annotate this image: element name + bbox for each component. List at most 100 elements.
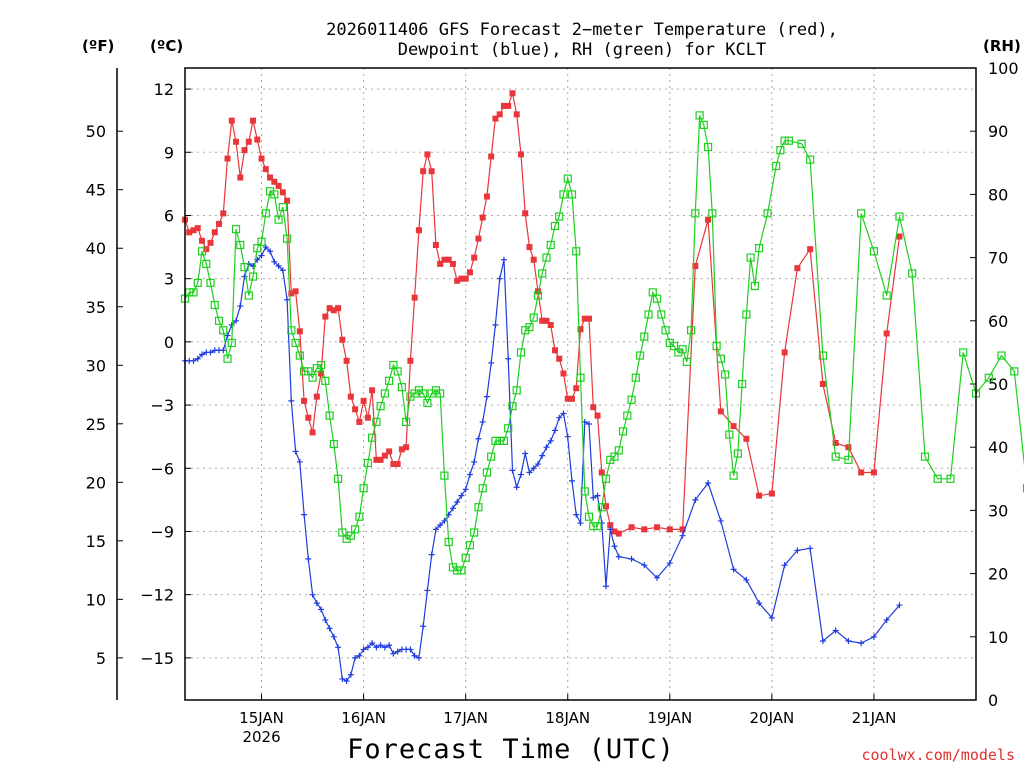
dewpoint-point	[573, 511, 580, 518]
2-meter-temperature-point	[547, 322, 554, 329]
dewpoint-point	[288, 397, 295, 404]
relative-humidity-point	[504, 424, 513, 433]
2-meter-temperature-point	[543, 317, 550, 324]
relative-humidity-point	[933, 474, 942, 483]
dewpoint-point	[190, 357, 197, 364]
2-meter-temperature-point	[568, 395, 575, 402]
relative-humidity-point	[908, 269, 917, 278]
dewpoint-point	[428, 551, 435, 558]
relative-humidity-point	[470, 528, 479, 537]
2-meter-temperature-point	[692, 263, 699, 270]
dewpoint-point	[441, 517, 448, 524]
dewpoint-point	[615, 553, 622, 560]
2-meter-temperature-point	[615, 530, 622, 537]
relative-humidity-point	[776, 146, 785, 155]
2-meter-temperature-point	[403, 444, 410, 451]
relative-humidity-point	[844, 455, 853, 464]
relative-humidity-point	[419, 389, 428, 398]
celsius-tick-label: 0	[164, 333, 174, 352]
dewpoint-point	[607, 526, 614, 533]
relative-humidity-point	[661, 326, 670, 335]
2-meter-temperature-point	[347, 393, 354, 400]
dewpoint-point	[347, 671, 354, 678]
dewpoint-point	[654, 574, 661, 581]
2-meter-temperature-point	[301, 397, 308, 404]
dewpoint-point	[611, 543, 618, 550]
dewpoint-point	[471, 458, 478, 465]
rh-tick-label: 20	[988, 565, 1008, 584]
dewpoint-point	[415, 654, 422, 661]
relative-humidity-point	[210, 300, 219, 310]
relative-humidity-point	[270, 190, 279, 199]
relative-humidity-point	[818, 351, 828, 360]
dewpoint-point	[258, 252, 265, 259]
relative-humidity-point	[368, 433, 377, 442]
relative-humidity-point	[189, 288, 198, 297]
celsius-tick-label: −9	[150, 522, 174, 541]
relative-humidity-point	[763, 209, 772, 218]
relative-humidity-point	[533, 291, 543, 300]
dewpoint-point	[479, 418, 486, 425]
2-meter-temperature-point	[611, 528, 618, 535]
dewpoint-point	[488, 359, 495, 366]
2-meter-temperature-point	[654, 524, 661, 531]
rh-tick-label: 60	[988, 312, 1008, 331]
2-meter-temperature-point	[641, 526, 648, 533]
2-meter-temperature-point	[194, 225, 201, 232]
2-meter-temperature-point	[454, 277, 461, 284]
2-meter-temperature-point	[335, 305, 342, 312]
relative-humidity-point	[397, 383, 406, 392]
2-meter-temperature-point	[305, 414, 312, 421]
2-meter-temperature-point	[505, 102, 512, 109]
relative-humidity-point	[478, 484, 487, 493]
relative-humidity-point	[576, 373, 585, 382]
2-meter-temperature-point	[356, 418, 363, 425]
2-meter-temperature-point	[794, 265, 801, 272]
date-tick-label: 16JAN	[341, 709, 386, 727]
relative-humidity-point	[618, 427, 628, 436]
dewpoint-point	[420, 623, 427, 630]
dewpoint-point	[335, 644, 342, 651]
2-meter-temperature-point	[275, 182, 282, 189]
relative-humidity-point	[236, 240, 245, 250]
2-meter-temperature-point	[203, 246, 210, 253]
relative-humidity-point	[321, 376, 330, 385]
relative-humidity-point	[729, 471, 738, 480]
2-meter-temperature-point	[628, 524, 635, 531]
2-meter-temperature-point	[407, 357, 414, 364]
rh-tick-label: 10	[988, 628, 1008, 647]
relative-humidity-point	[584, 512, 594, 521]
dewpoint-point	[462, 486, 469, 493]
dewpoint-point	[407, 646, 414, 653]
relative-humidity-point	[567, 190, 577, 199]
relative-humidity-point	[214, 316, 224, 325]
dewpoint-point	[768, 614, 775, 621]
2-meter-temperature-point	[364, 414, 371, 421]
2-meter-temperature-point	[237, 174, 244, 181]
relative-humidity-point	[525, 323, 534, 332]
relative-humidity-point	[202, 259, 211, 269]
dewpoint-point	[509, 467, 516, 474]
dewpoint-point	[564, 433, 571, 440]
relative-humidity-point	[669, 341, 679, 351]
dewpoint-point	[466, 471, 473, 478]
2-meter-temperature-point	[564, 395, 571, 402]
relative-humidity-point	[291, 338, 300, 348]
dewpoint-point	[228, 322, 235, 329]
dewpoint-point	[313, 600, 320, 607]
2-meter-temperature-point	[462, 275, 469, 282]
relative-humidity-point	[538, 269, 547, 278]
dewpoint-point	[411, 652, 418, 659]
date-tick-label: 15JAN	[239, 709, 284, 727]
2-meter-temperature-point	[220, 210, 227, 217]
relative-humidity-point	[797, 139, 806, 148]
dewpoint-point	[279, 267, 286, 274]
relative-humidity-point	[359, 484, 368, 493]
relative-humidity-point	[325, 411, 334, 420]
dewpoint-point	[390, 650, 397, 657]
relative-humidity-point	[346, 531, 355, 540]
2-meter-temperature-point	[369, 387, 376, 394]
2-meter-temperature-point	[517, 151, 524, 158]
celsius-tick-label: −6	[150, 459, 174, 478]
rh-tick-label: 30	[988, 501, 1008, 520]
